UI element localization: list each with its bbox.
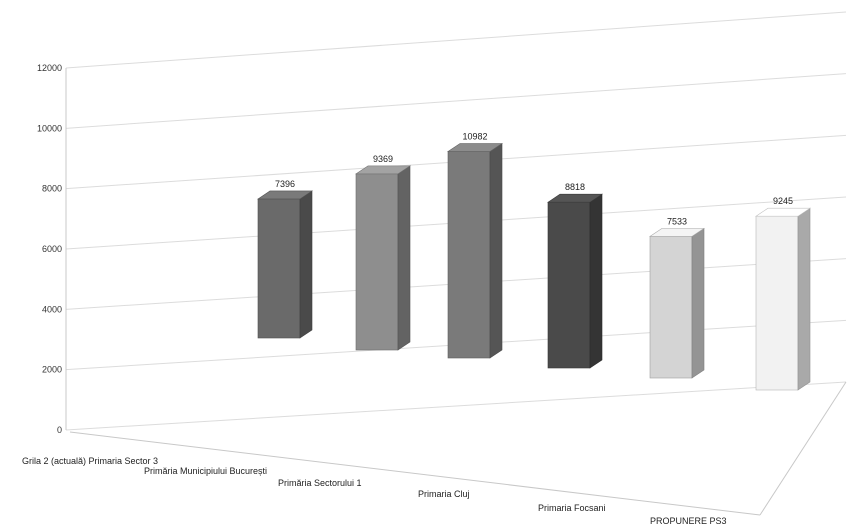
bar-top-face — [447, 143, 503, 152]
bar-front-face — [755, 215, 799, 391]
bar — [649, 227, 705, 379]
category-label: Grila 2 (actuală) Primaria Sector 3 — [22, 456, 158, 466]
bar-top-face — [257, 190, 313, 200]
y-tick-label: 12000 — [37, 63, 62, 73]
bar-top-face — [755, 207, 811, 217]
category-label: PROPUNERE PS3 — [650, 516, 727, 526]
data-label: 7396 — [275, 179, 295, 189]
data-label: 9369 — [373, 154, 393, 164]
bars — [257, 142, 811, 391]
bar-front-face — [547, 201, 591, 369]
bar-front-face — [355, 173, 399, 351]
y-axis-ticks: 0 2000 4000 6000 8000 10000 12000 — [37, 63, 62, 435]
gridline — [65, 381, 847, 431]
bar-front-face — [257, 198, 301, 339]
category-label: Primăria Sectorului 1 — [278, 478, 362, 488]
bar-side-face — [299, 190, 313, 339]
bar — [447, 142, 503, 359]
bar — [547, 193, 603, 369]
bar-top-face — [547, 193, 603, 203]
bar-side-face — [691, 227, 705, 379]
bar-side-face — [489, 142, 503, 359]
y-tick-label: 8000 — [42, 184, 62, 194]
category-label: Primaria Cluj — [418, 489, 470, 499]
y-tick-label: 10000 — [37, 123, 62, 133]
data-labels: 7396 9369 10982 8818 7533 9245 — [275, 132, 793, 227]
floor-front-edge — [69, 431, 761, 516]
bar-top-face — [355, 165, 411, 175]
floor-right-edge — [759, 381, 847, 516]
bar-side-face — [797, 207, 811, 391]
data-label: 8818 — [565, 182, 585, 192]
y-tick-label: 2000 — [42, 365, 62, 375]
y-tick-label: 4000 — [42, 304, 62, 314]
category-label: Primăria Municipiului București — [144, 466, 267, 476]
gridline — [65, 11, 847, 69]
gridline — [65, 73, 847, 129]
y-tick-label: 0 — [57, 425, 62, 435]
bar-front-face — [649, 236, 693, 379]
category-labels: Grila 2 (actuală) Primaria Sector 3Primă… — [22, 456, 727, 526]
data-label: 9245 — [773, 196, 793, 206]
category-label: Primaria Focsani — [538, 503, 606, 513]
data-label: 7533 — [667, 216, 687, 226]
bar — [257, 190, 313, 339]
y-tick-label: 6000 — [42, 244, 62, 254]
bar-side-face — [397, 165, 411, 351]
bar — [355, 165, 411, 351]
data-label: 10982 — [462, 132, 487, 142]
bar-top-face — [649, 228, 705, 237]
bar — [755, 207, 811, 391]
bar-front-face — [447, 151, 491, 359]
bar-side-face — [589, 193, 603, 369]
